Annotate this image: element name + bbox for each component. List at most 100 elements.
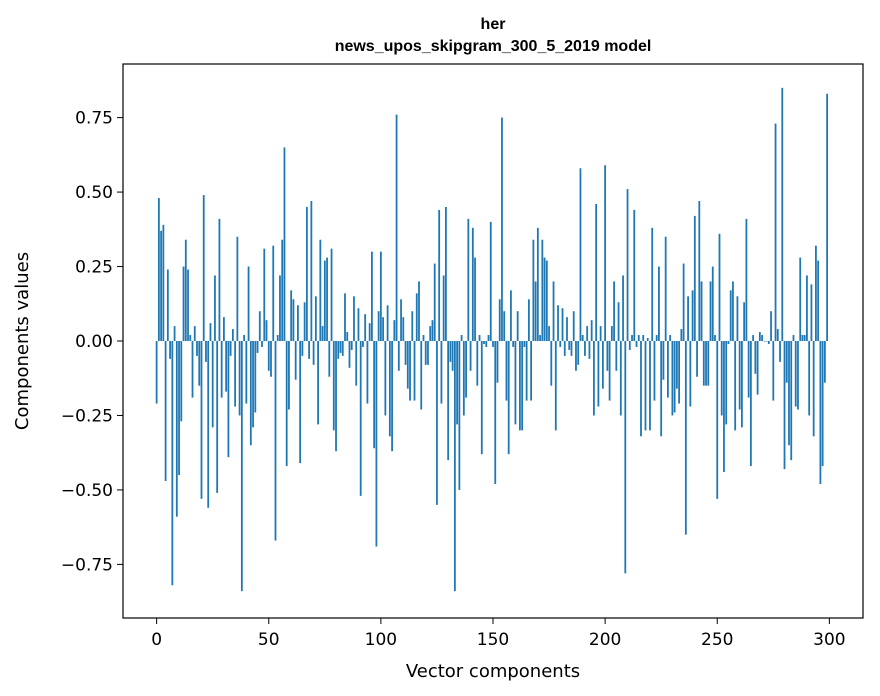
bar-82 (339, 341, 342, 353)
bar-201 (606, 341, 609, 371)
bar-71 (314, 296, 317, 341)
bar-147 (485, 341, 488, 347)
bar-189 (579, 168, 582, 341)
bar-246 (707, 341, 710, 386)
bar-104 (388, 341, 391, 437)
bar-41 (247, 266, 250, 341)
bar-51 (270, 341, 272, 377)
bar-42 (249, 341, 252, 446)
bar-169 (534, 281, 537, 341)
bar-227 (664, 236, 667, 341)
bar-205 (615, 341, 618, 371)
bar-30 (223, 317, 225, 341)
bar-243 (700, 281, 703, 341)
bar-138 (465, 341, 467, 398)
bar-220 (649, 341, 651, 431)
bar-165 (525, 341, 528, 401)
bar-272 (765, 341, 768, 342)
bar-249 (714, 335, 716, 341)
bar-117 (418, 281, 420, 341)
y-tick-label-3: 0.00 (75, 332, 113, 352)
bar-175 (548, 326, 550, 341)
bar-184 (568, 341, 571, 350)
bar-74 (321, 326, 324, 341)
bar-173 (543, 257, 546, 341)
bar-255 (727, 341, 730, 344)
bar-35 (234, 341, 237, 407)
bar-281 (785, 341, 788, 383)
bar-13 (184, 239, 187, 341)
bar-86 (348, 341, 351, 368)
bar-141 (471, 227, 474, 341)
bar-154 (501, 117, 503, 341)
bar-32 (227, 341, 230, 458)
bar-139 (467, 218, 470, 341)
bar-241 (696, 341, 698, 377)
bar-110 (402, 317, 405, 341)
bar-258 (734, 341, 737, 431)
bar-260 (738, 341, 741, 410)
bar-8 (173, 326, 176, 341)
bar-116 (415, 293, 418, 341)
bar-79 (332, 341, 335, 431)
bar-231 (673, 341, 676, 413)
bar-293 (812, 341, 815, 437)
bar-131 (449, 341, 452, 362)
bar-217 (642, 335, 645, 341)
bar-113 (409, 341, 411, 401)
bar-118 (420, 341, 423, 410)
bar-66 (303, 302, 306, 341)
bar-12 (182, 266, 185, 341)
bar-233 (678, 341, 681, 404)
bar-215 (637, 335, 640, 341)
bar-53 (274, 341, 277, 541)
bar-7 (171, 341, 174, 586)
bar-57 (283, 147, 286, 341)
bar-267 (754, 341, 757, 374)
bar-122 (429, 326, 432, 341)
bar-140 (469, 341, 472, 371)
bar-136 (460, 335, 463, 341)
bar-197 (597, 341, 600, 407)
bar-242 (698, 201, 701, 341)
bar-210 (626, 189, 629, 341)
bar-43 (252, 341, 254, 428)
bar-269 (758, 332, 761, 341)
bar-150 (492, 341, 494, 347)
chart-title-line2: news_upos_skipgram_300_5_2019 model (335, 38, 652, 55)
y-tick-label-6: 0.75 (75, 109, 113, 129)
bar-164 (523, 341, 526, 347)
bar-214 (635, 341, 638, 347)
bar-261 (741, 341, 743, 428)
bar-160 (514, 341, 517, 425)
bar-64 (299, 341, 302, 464)
bar-222 (653, 341, 656, 401)
bar-252 (720, 341, 723, 416)
bar-24 (209, 323, 212, 341)
bar-247 (709, 281, 712, 341)
bar-236 (684, 341, 687, 535)
bar-1 (157, 198, 160, 341)
bar-283 (790, 341, 793, 461)
bar-256 (729, 290, 732, 341)
bar-128 (442, 275, 445, 341)
bar-89 (355, 341, 358, 386)
bar-92 (362, 341, 364, 347)
bar-171 (539, 335, 541, 341)
bar-170 (536, 227, 539, 341)
bar-286 (797, 341, 799, 410)
bar-226 (662, 341, 665, 380)
bar-series (155, 87, 829, 592)
bar-90 (357, 308, 360, 341)
bar-298 (823, 341, 826, 383)
bar-168 (532, 239, 535, 341)
bar-52 (272, 245, 275, 341)
bar-200 (604, 165, 607, 341)
bar-273 (767, 341, 770, 344)
bar-36 (236, 236, 239, 341)
bar-87 (350, 341, 353, 350)
x-tick-label-0: 0 (151, 630, 162, 650)
bar-4 (164, 341, 167, 481)
bar-29 (220, 341, 223, 398)
bar-177 (552, 281, 555, 341)
